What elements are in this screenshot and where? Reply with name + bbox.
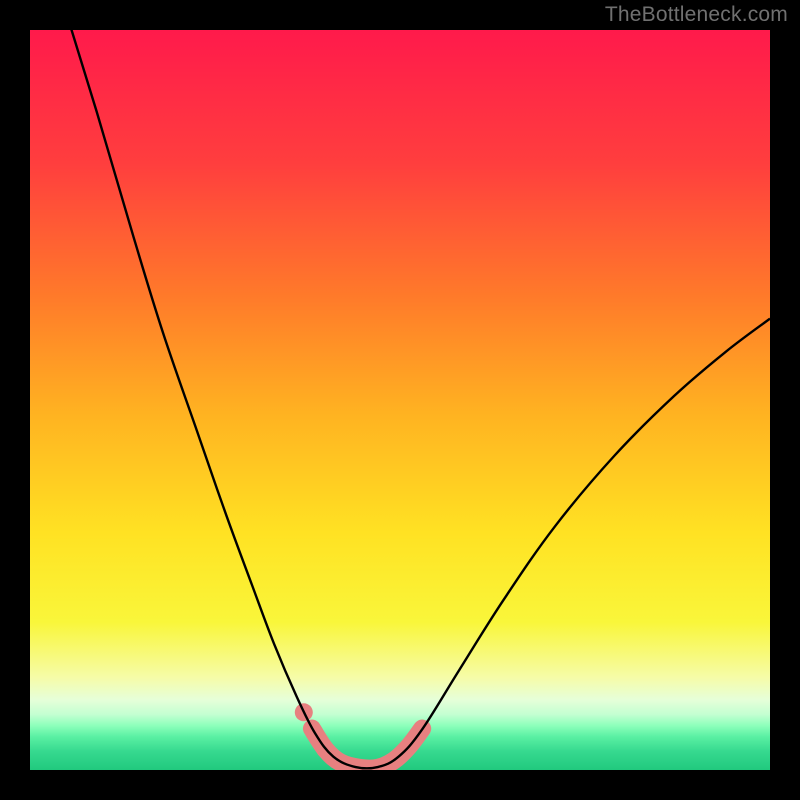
bottleneck-curve-chart	[0, 0, 800, 800]
chart-container: TheBottleneck.com	[0, 0, 800, 800]
watermark-label: TheBottleneck.com	[605, 3, 788, 27]
plot-gradient-background	[30, 30, 770, 770]
